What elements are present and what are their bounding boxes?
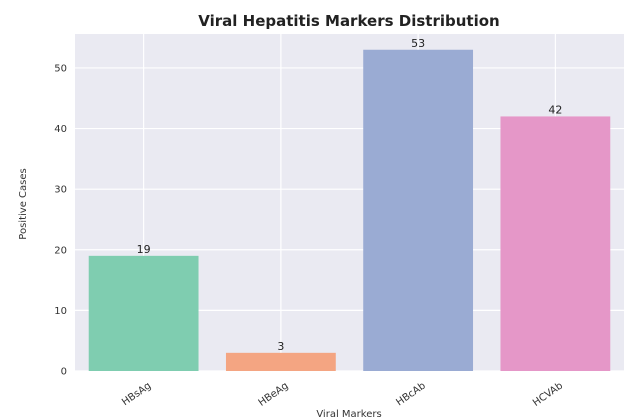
y-tick-label: 10 [54,306,67,317]
data-label-hbsag: 19 [137,243,151,256]
x-axis-label: Viral Markers [316,409,381,419]
x-tick-label-hbeag: HBeAg [257,380,291,408]
y-tick-label: 40 [54,124,67,135]
bars [88,49,611,371]
bar-hbcab [363,49,474,371]
x-tick-label-hcvab: HCVAb [531,380,565,408]
bar-hbsag [88,255,199,371]
y-tick-label: 0 [61,367,67,378]
data-label-hbcab: 53 [411,37,425,50]
x-tick-label-hbcab: HBcAb [394,380,427,408]
data-label-hbeag: 3 [277,340,284,353]
bar-hcvab [500,116,611,371]
y-tick-label: 20 [54,245,67,256]
chart-title: Viral Hepatitis Markers Distribution [198,12,499,30]
y-tick-label: 30 [54,185,67,196]
y-tick-label: 50 [54,63,67,74]
data-labels: 19 3 53 42 [137,37,563,353]
y-axis-label: Positive Cases [18,168,29,239]
data-label-hcvab: 42 [548,103,562,116]
x-tick-label-hbsag: HBsAg [120,380,153,408]
x-axis-ticks: HBsAg HBeAg HBcAb HCVAb [120,380,565,408]
y-axis-ticks: 0 10 20 30 40 50 [54,63,67,377]
bar-hbeag [225,352,336,371]
